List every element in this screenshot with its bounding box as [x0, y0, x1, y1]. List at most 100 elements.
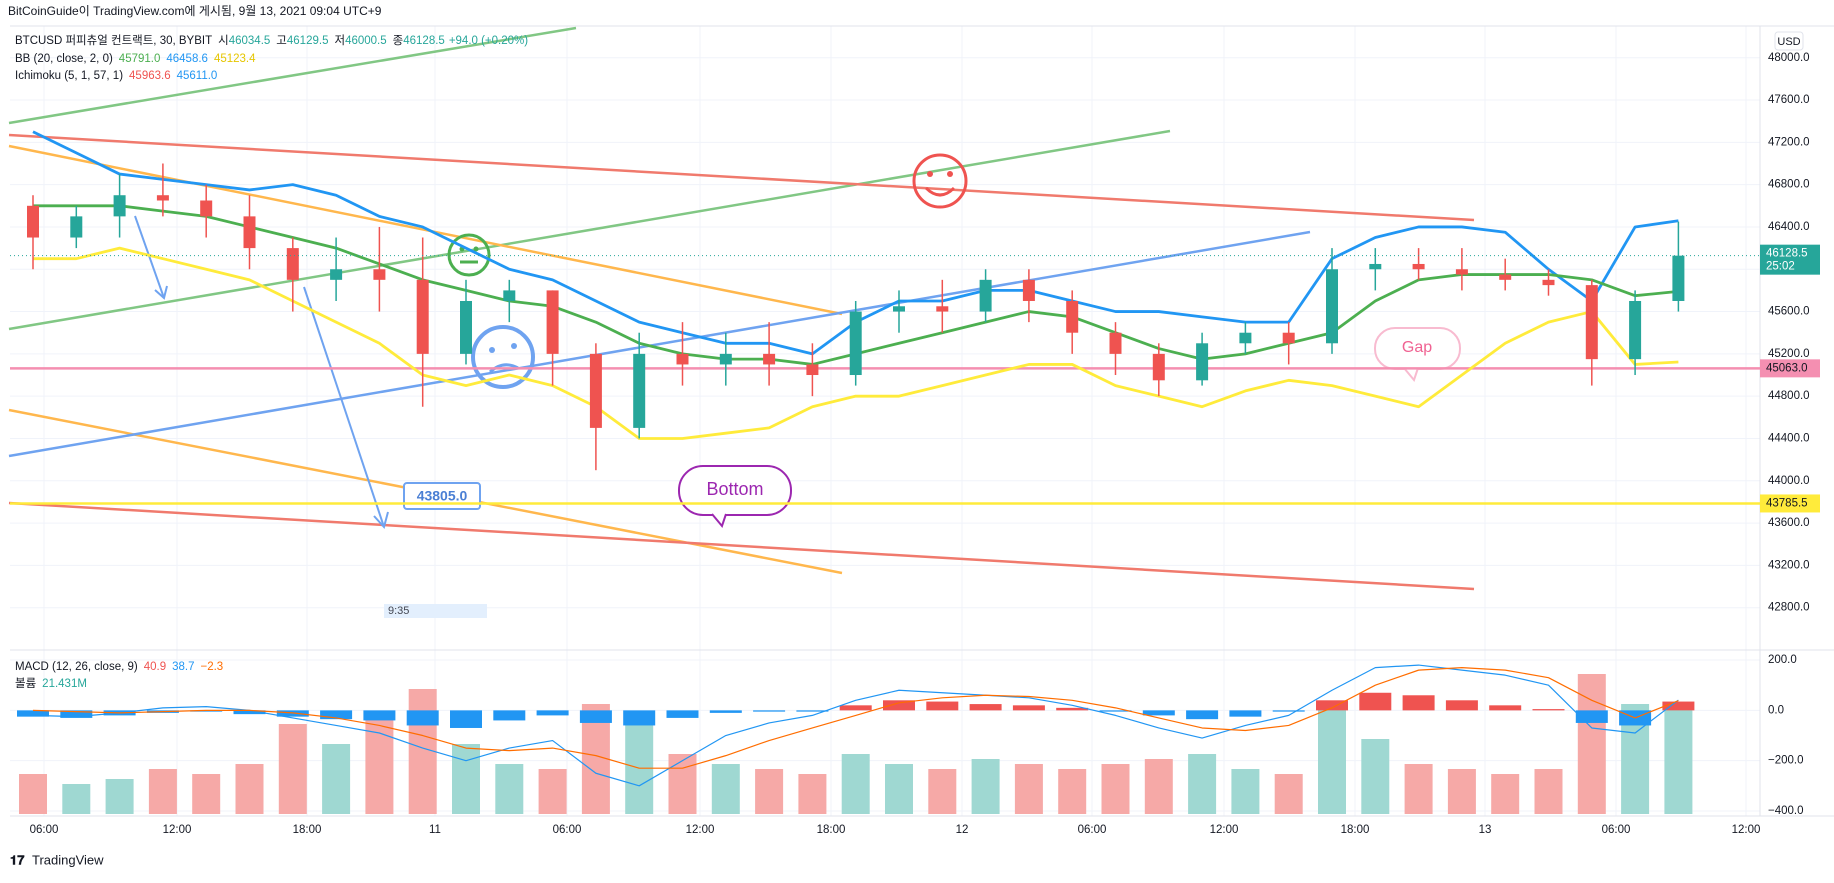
candle-body — [1542, 279, 1555, 286]
volume-value: 21.431M — [42, 678, 87, 690]
candle-body — [243, 216, 256, 249]
candle-body — [719, 353, 732, 365]
candle-body — [1109, 332, 1122, 354]
volume-bar — [495, 764, 524, 814]
mouth — [488, 363, 519, 374]
grid — [10, 26, 1760, 816]
y-tick-label: 46400.0 — [1768, 221, 1810, 233]
macd-hist — [1099, 710, 1132, 712]
indicator-value: 45611.0 — [177, 70, 218, 82]
candle-body — [936, 306, 949, 312]
eye — [511, 343, 517, 349]
ohlc-value: 46034.5 — [229, 35, 271, 47]
volume-bar — [538, 769, 567, 814]
macd-hist — [1056, 707, 1089, 711]
volume-bar — [278, 724, 307, 814]
mouth — [924, 186, 956, 197]
macd-hist — [666, 710, 699, 718]
ohlc-value: 46128.5 — [403, 35, 445, 47]
macd-hist — [60, 710, 93, 718]
candle-body — [113, 195, 126, 217]
macd-value: −2.3 — [201, 661, 224, 673]
volume-bar — [711, 764, 740, 814]
x-tick-label: 18:00 — [293, 824, 322, 836]
y-tick-label: 47200.0 — [1768, 136, 1810, 148]
volume-bar — [755, 769, 784, 814]
volume-bar — [928, 769, 957, 814]
logo-mark: 𝟏𝟕 — [10, 852, 25, 867]
volume-bar — [1144, 759, 1173, 814]
macd-hist — [883, 700, 915, 711]
x-tick-label: 12:00 — [686, 824, 715, 836]
price-label: 43785.5 — [1766, 497, 1808, 509]
volume-bar — [1058, 769, 1087, 814]
countdown: 25:02 — [1766, 261, 1795, 273]
volume-bar — [1101, 764, 1130, 814]
volume-bar — [1318, 704, 1346, 814]
macd-hist — [1272, 710, 1305, 712]
trend-line — [8, 133, 1475, 222]
candle-body — [589, 353, 602, 428]
macd-hist — [363, 710, 396, 721]
price-note: 43805.0 — [417, 488, 468, 504]
macd-hist — [1142, 710, 1175, 716]
last-price-bg — [1760, 244, 1820, 275]
y-tick-label: 42800.0 — [1768, 602, 1810, 614]
candle-body — [373, 269, 386, 280]
macd-hist — [1359, 692, 1392, 711]
volume-bar — [452, 744, 480, 814]
time-note-box — [384, 604, 487, 618]
candle-body — [1326, 269, 1338, 344]
gap-label: Gap — [1402, 339, 1432, 356]
candle-body — [460, 300, 472, 354]
symbol: BTCUSD 퍼피츄얼 컨트랙트, 30, BYBIT — [15, 33, 212, 47]
volume-bar — [192, 774, 221, 814]
legend-row: BTCUSD 퍼피츄얼 컨트랙트, 30, BYBIT 시46034.5 고4612… — [15, 33, 528, 47]
arrow-head — [154, 285, 168, 300]
candle-body — [1066, 300, 1079, 333]
candle-body — [156, 195, 169, 201]
price-layer — [10, 130, 1760, 505]
ohlc-label: 종 — [393, 35, 404, 47]
bubble-tail — [1403, 367, 1419, 383]
volume-bar — [62, 784, 91, 814]
volume-bar — [19, 774, 47, 814]
indicator-name: BB (20, close, 2, 0) — [15, 53, 113, 65]
candle-body — [1629, 300, 1642, 360]
price-label-bg — [1760, 359, 1820, 378]
candle-body — [849, 311, 862, 376]
neutral-icon — [447, 233, 491, 277]
macd-hist — [1445, 700, 1478, 711]
macd-hist — [1402, 695, 1435, 711]
macd-line — [32, 664, 1679, 787]
volume-name: 볼륨 — [15, 677, 36, 690]
macd-tick-label: −200.0 — [1768, 755, 1804, 767]
macd-hist — [1229, 710, 1262, 717]
candle-body — [1672, 255, 1685, 301]
candle-body — [286, 248, 299, 280]
candle-body — [633, 353, 646, 428]
candle-body — [330, 269, 343, 280]
trend-line — [8, 144, 843, 316]
y-tick-label: 45200.0 — [1768, 348, 1810, 360]
candle-body — [416, 279, 429, 354]
macd-hist — [839, 705, 872, 711]
x-tick-label: 06:00 — [1602, 824, 1631, 836]
volume-bar — [105, 779, 134, 814]
volume-bar — [408, 689, 437, 814]
volume-bar — [1188, 754, 1217, 814]
currency: USD — [1777, 36, 1800, 48]
volume-bar — [1404, 764, 1433, 814]
candle-body — [1239, 332, 1252, 344]
trend-line — [8, 230, 1311, 458]
x-tick-label: 11 — [429, 824, 441, 836]
time-note: 9:35 — [388, 605, 409, 617]
volume-bar — [1491, 774, 1520, 814]
macd-hist — [709, 710, 742, 713]
candle-body — [1196, 343, 1209, 381]
macd-hist — [190, 710, 223, 712]
ohlc-label: 시 — [218, 34, 229, 47]
macd-tick-label: −400.0 — [1768, 805, 1804, 817]
candle-body — [1455, 269, 1468, 275]
macd-hist — [493, 710, 526, 721]
